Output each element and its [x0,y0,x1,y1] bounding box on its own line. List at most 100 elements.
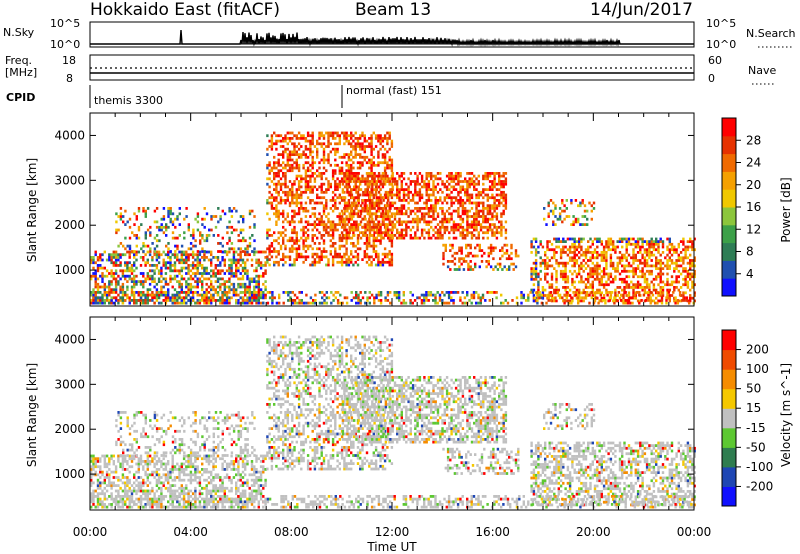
echo-cell [273,142,276,146]
echo-cell [596,277,599,281]
echo-cell [157,296,161,300]
echo-cell [591,283,594,287]
echo-cell [171,301,174,305]
echo-cell [390,161,394,165]
echo-cell [379,196,382,200]
echo-cell [251,250,254,253]
echo-cell [119,285,122,289]
echo-cell [476,243,479,247]
echo-cell [350,166,353,170]
echo-cell [436,190,440,194]
echo-cell [432,180,435,183]
echo-cell [472,296,476,300]
echo-cell [275,204,278,208]
echo-cell [239,256,242,259]
echo-cell [306,255,310,259]
echo-cell [187,277,190,281]
echo-cell [673,299,676,303]
echo-cell [298,301,301,305]
echo-cell [677,269,680,273]
echo-cell [148,274,152,278]
echo-cell [262,264,265,267]
echo-cell [119,256,122,259]
echo-cell [691,280,694,284]
echo-cell [207,258,211,262]
echo-cell [467,254,470,258]
echo-cell [340,255,344,259]
echo-cell [128,274,131,278]
echo-cell [311,263,314,267]
echo-cell [316,201,319,205]
echo-cell [466,215,469,218]
echo-cell [465,243,468,247]
echo-cell [191,299,195,302]
echo-cell [475,204,478,208]
echo-cell [343,252,346,256]
echo-cell [592,201,596,205]
echo-cell [350,180,353,183]
echo-cell [228,239,231,243]
echo-cell [300,185,303,189]
echo-cell [219,264,222,267]
echo-cell [343,137,346,140]
echo-cell [418,220,422,224]
echo-cell [174,244,177,248]
echo-cell [679,256,683,260]
echo-cell [119,264,122,267]
echo-cell [452,220,456,224]
echo-cell [373,201,376,205]
echo-cell [491,204,494,208]
echo-cell [221,250,224,254]
echo-cell [643,291,647,295]
echo-cell [302,301,306,305]
echo-cell [266,291,270,294]
echo-cell [396,182,399,186]
echo-cell [451,246,454,250]
echo-cell [589,237,592,241]
echo-cell [370,293,374,297]
echo-cell [411,225,415,229]
echo-cell [607,248,610,252]
echo-cell [641,275,644,279]
echo-cell [246,296,249,300]
echo-cell [284,247,287,251]
echo-cell [387,193,390,197]
echo-cell [135,280,138,283]
echo-cell [371,185,374,189]
echo-cell [593,251,597,254]
echo-cell [562,261,565,265]
echo-cell [239,247,243,251]
echo-cell [679,264,683,268]
echo-cell [602,269,606,273]
echo-cell [320,252,323,256]
echo-cell [191,256,195,259]
echo-cell [432,293,435,297]
echo-cell [108,253,111,257]
echo-cell [477,231,480,235]
echo-cell [350,190,353,194]
echo-cell [693,259,696,262]
echo-cell [257,261,260,265]
echo-cell [500,301,503,305]
echo-cell [212,285,215,289]
echo-cell [446,265,450,269]
echo-cell [210,215,213,218]
echo-cell [173,269,177,273]
echo-cell [466,231,469,235]
echo-cell [564,264,567,268]
echo-cell [416,225,419,229]
echo-cell [114,269,118,273]
echo-cell [185,250,188,254]
echo-cell [673,251,676,254]
echo-cell [487,262,490,266]
echo-cell [331,172,335,175]
echo-cell [684,248,687,252]
echo-cell [615,299,618,302]
echo-cell [573,245,576,249]
echo-cell [318,134,321,138]
echo-cell [441,190,444,194]
echo-cell [364,199,367,202]
echo-cell [574,220,578,224]
echo-cell [275,147,278,151]
echo-cell [217,220,220,224]
